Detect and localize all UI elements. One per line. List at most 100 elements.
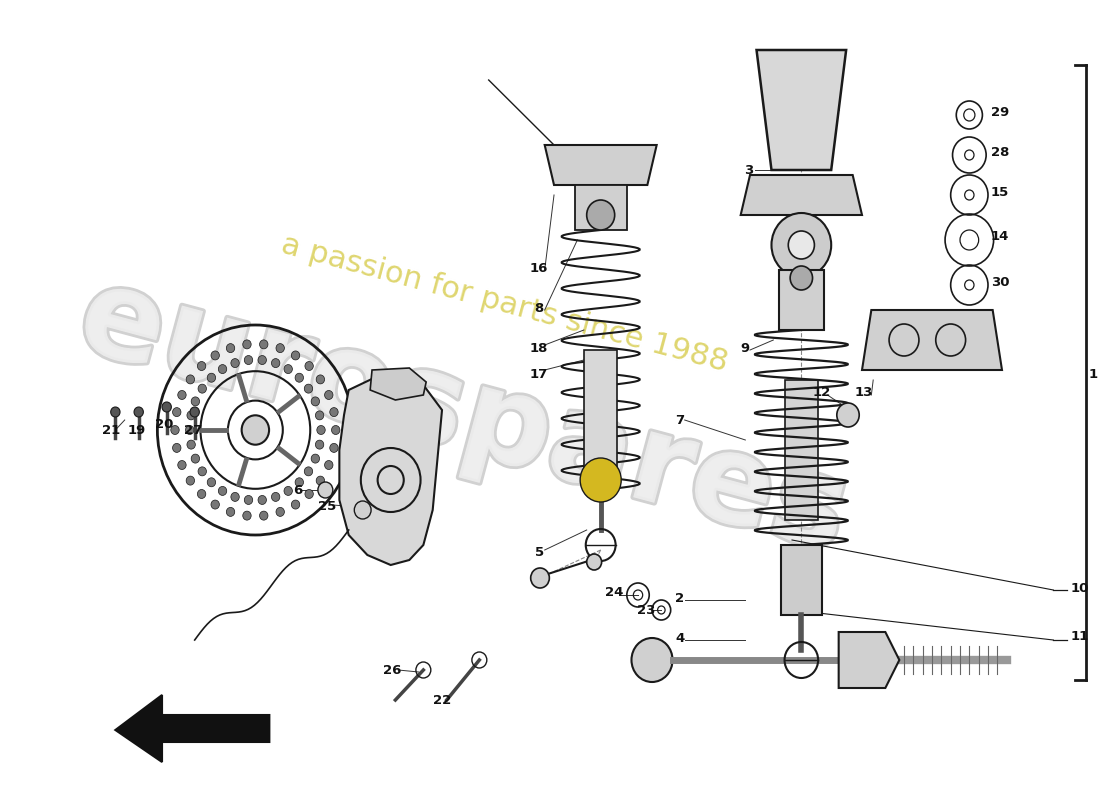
- Text: 27: 27: [184, 423, 202, 437]
- Text: 9: 9: [740, 342, 750, 354]
- Circle shape: [162, 402, 172, 412]
- Circle shape: [198, 467, 207, 476]
- Text: 17: 17: [530, 367, 548, 381]
- Circle shape: [211, 351, 219, 360]
- Text: a passion for parts since 1988: a passion for parts since 1988: [278, 230, 732, 378]
- Circle shape: [191, 397, 199, 406]
- Circle shape: [207, 374, 216, 382]
- Text: 29: 29: [991, 106, 1010, 118]
- Circle shape: [324, 390, 333, 399]
- Polygon shape: [740, 175, 862, 215]
- Circle shape: [218, 365, 227, 374]
- Text: 23: 23: [637, 603, 656, 617]
- Circle shape: [173, 443, 182, 453]
- Text: 5: 5: [535, 546, 543, 558]
- Text: 1: 1: [1089, 369, 1098, 382]
- Circle shape: [295, 374, 304, 382]
- Bar: [784, 380, 818, 520]
- Circle shape: [292, 351, 299, 360]
- Circle shape: [272, 493, 279, 502]
- Circle shape: [258, 495, 266, 505]
- Circle shape: [186, 426, 194, 434]
- Circle shape: [305, 384, 312, 393]
- Polygon shape: [862, 310, 1002, 370]
- Circle shape: [316, 411, 323, 420]
- Circle shape: [330, 443, 338, 453]
- Circle shape: [198, 384, 207, 393]
- Circle shape: [111, 407, 120, 417]
- Circle shape: [231, 493, 240, 502]
- Circle shape: [187, 411, 196, 420]
- Circle shape: [207, 478, 216, 486]
- Polygon shape: [838, 632, 900, 688]
- Circle shape: [530, 568, 549, 588]
- Circle shape: [197, 490, 206, 498]
- Text: 3: 3: [745, 163, 754, 177]
- Circle shape: [305, 490, 314, 498]
- Text: 22: 22: [433, 694, 451, 706]
- Text: 19: 19: [128, 423, 146, 437]
- Circle shape: [243, 511, 251, 520]
- Circle shape: [316, 440, 323, 449]
- Circle shape: [324, 461, 333, 470]
- Circle shape: [305, 467, 312, 476]
- Text: 7: 7: [675, 414, 684, 426]
- Circle shape: [311, 397, 319, 406]
- Circle shape: [227, 344, 234, 353]
- Circle shape: [242, 415, 270, 445]
- Circle shape: [354, 501, 371, 519]
- Circle shape: [134, 407, 143, 417]
- Text: 21: 21: [101, 423, 120, 437]
- Circle shape: [211, 500, 219, 509]
- Polygon shape: [371, 368, 426, 400]
- Circle shape: [284, 486, 293, 495]
- Circle shape: [276, 344, 285, 353]
- Circle shape: [295, 478, 304, 486]
- Circle shape: [191, 454, 199, 463]
- Text: 10: 10: [1070, 582, 1089, 594]
- Circle shape: [317, 426, 326, 434]
- Circle shape: [258, 355, 266, 365]
- Circle shape: [178, 461, 186, 470]
- Text: 30: 30: [991, 275, 1010, 289]
- Bar: [574, 185, 627, 230]
- Circle shape: [218, 486, 227, 495]
- Circle shape: [244, 495, 253, 505]
- Polygon shape: [757, 50, 846, 170]
- Text: 11: 11: [1070, 630, 1089, 643]
- Circle shape: [272, 358, 279, 367]
- Circle shape: [178, 390, 186, 399]
- Circle shape: [292, 500, 299, 509]
- Text: 8: 8: [535, 302, 543, 314]
- Text: 26: 26: [384, 663, 402, 677]
- Circle shape: [231, 358, 240, 367]
- Text: 13: 13: [855, 386, 873, 399]
- Circle shape: [197, 362, 206, 370]
- Text: 24: 24: [605, 586, 624, 598]
- Circle shape: [789, 231, 814, 259]
- Circle shape: [173, 407, 182, 417]
- Circle shape: [244, 355, 253, 365]
- Circle shape: [331, 426, 340, 434]
- Circle shape: [227, 507, 234, 516]
- Circle shape: [311, 454, 319, 463]
- Bar: [781, 545, 822, 615]
- Text: 20: 20: [155, 418, 173, 431]
- Circle shape: [186, 476, 195, 485]
- Text: 4: 4: [675, 631, 684, 645]
- Circle shape: [190, 407, 199, 417]
- Circle shape: [284, 365, 293, 374]
- Circle shape: [586, 554, 602, 570]
- Text: 25: 25: [318, 501, 337, 514]
- Text: 15: 15: [991, 186, 1010, 198]
- Circle shape: [243, 340, 251, 349]
- Circle shape: [330, 407, 338, 417]
- Circle shape: [771, 213, 832, 277]
- Circle shape: [186, 375, 195, 384]
- Bar: [584, 350, 617, 470]
- Circle shape: [260, 340, 268, 349]
- Circle shape: [260, 511, 268, 520]
- Circle shape: [170, 426, 179, 434]
- Polygon shape: [340, 370, 442, 565]
- Text: 16: 16: [530, 262, 548, 274]
